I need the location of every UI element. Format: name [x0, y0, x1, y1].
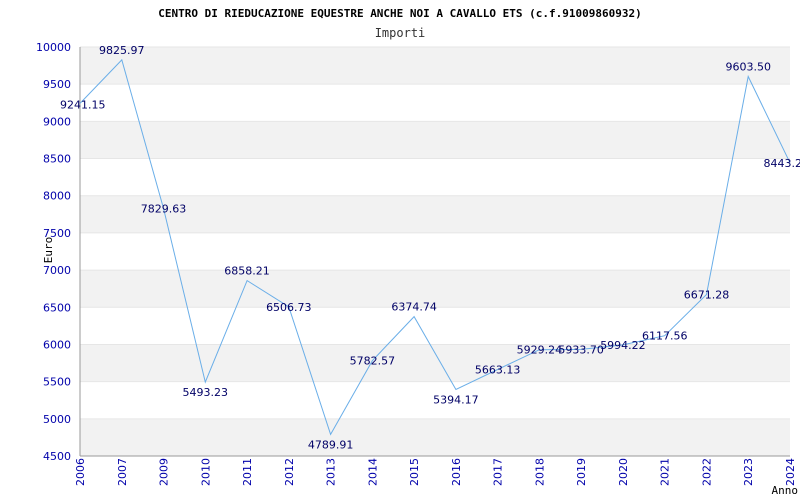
- data-label: 5994.22: [600, 339, 646, 352]
- data-label: 9241.15: [60, 98, 106, 111]
- x-axis-label: Anno: [772, 484, 799, 497]
- y-tick-label: 7000: [43, 264, 71, 277]
- x-ticks: 2006 2007 2009 2010 2011 2012 2013 2014 2015 2016…: [74, 458, 797, 486]
- y-tick-label: 5000: [43, 413, 71, 426]
- x-tick-label: 2017: [492, 458, 505, 486]
- series-line: [79, 58, 791, 436]
- y-tick-label: 10000: [36, 41, 71, 54]
- data-label: 5394.17: [433, 394, 479, 407]
- x-tick-label: 2016: [450, 458, 463, 486]
- grid-band: [80, 195, 790, 233]
- y-axis-label: Euro: [42, 237, 55, 264]
- x-tick-label: 2019: [575, 458, 588, 486]
- y-tick-label: 6500: [43, 301, 71, 314]
- data-label: 5663.13: [475, 364, 521, 377]
- chart-title: CENTRO DI RIEDUCAZIONE EQUESTRE ANCHE NO…: [158, 7, 641, 20]
- data-label: 5933.70: [558, 343, 604, 356]
- data-label: 6671.28: [684, 289, 730, 302]
- data-label: 6858.21: [224, 265, 270, 278]
- y-ticks: 4500 5000 5500 6000 6500 7000 7500 8000 8500 9000…: [36, 41, 71, 463]
- data-label: 6117.56: [642, 330, 688, 343]
- x-tick-label: 2021: [659, 458, 672, 486]
- x-tick-label: 2020: [617, 458, 630, 486]
- x-tick-label: 2009: [158, 458, 171, 486]
- x-tick-label: 2023: [742, 458, 755, 486]
- y-tick-label: 5500: [43, 376, 71, 389]
- data-label: 6374.74: [391, 301, 437, 314]
- x-tick-label: 2006: [74, 458, 87, 486]
- chart-subtitle: Importi: [375, 26, 426, 40]
- x-tick-label: 2013: [325, 458, 338, 486]
- y-tick-label: 9500: [43, 78, 71, 91]
- data-label: 4789.91: [308, 438, 354, 451]
- grid-band: [80, 47, 790, 85]
- y-tick-label: 9000: [43, 115, 71, 128]
- x-tick-label: 2007: [116, 458, 129, 486]
- x-tick-label: 2022: [700, 458, 713, 486]
- x-tick-label: 2024: [784, 458, 797, 486]
- x-tick-label: 2015: [408, 458, 421, 486]
- data-label: 9603.50: [725, 60, 771, 73]
- grid-bands: [80, 46, 790, 457]
- data-label: 9825.97: [99, 44, 145, 57]
- grid-band: [80, 418, 790, 456]
- grid-band: [80, 121, 790, 159]
- y-tick-label: 4500: [43, 450, 71, 463]
- data-label: 6506.73: [266, 301, 312, 314]
- x-tick-label: 2018: [533, 458, 546, 486]
- grid-band: [80, 270, 790, 308]
- x-tick-label: 2010: [199, 458, 212, 486]
- x-tick-label: 2012: [283, 458, 296, 486]
- y-tick-label: 7500: [43, 227, 71, 240]
- x-tick-label: 2011: [241, 458, 254, 486]
- y-tick-label: 8500: [43, 153, 71, 166]
- data-labels: 9241.15 9825.97 7829.63 5493.23 6858.21 6506.…: [60, 44, 800, 451]
- grid-band: [80, 344, 790, 382]
- y-tick-label: 8000: [43, 190, 71, 203]
- data-label: 5493.23: [183, 386, 229, 399]
- x-tick-label: 2014: [366, 458, 379, 486]
- data-label: 5782.57: [350, 355, 396, 368]
- y-tick-label: 6000: [43, 338, 71, 351]
- data-label: 5929.24: [517, 344, 563, 357]
- data-label: 8443.2: [764, 157, 800, 170]
- data-label: 7829.63: [141, 202, 187, 215]
